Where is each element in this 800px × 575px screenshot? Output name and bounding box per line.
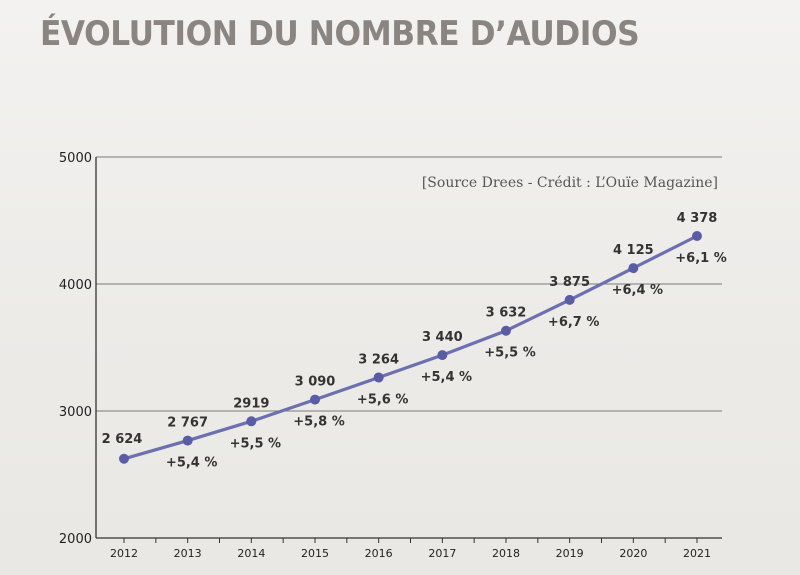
growth-label: +5,8 % — [293, 415, 344, 430]
series-line — [122, 234, 699, 461]
data-label: 3 264 — [358, 352, 399, 367]
x-tick-label: 2014 — [237, 547, 265, 560]
axes — [95, 157, 722, 543]
data-label: 2 767 — [167, 416, 208, 431]
x-tick-label: 2012 — [110, 547, 138, 560]
data-label: 4 378 — [677, 211, 718, 226]
x-tick-labels: 2012 2013 2014 2015 2016 2017 2018 2019 2020 2021 — [110, 547, 711, 560]
data-label: 3 875 — [549, 275, 590, 290]
data-point — [182, 435, 193, 446]
growth-label: +5,5 % — [230, 436, 281, 451]
growth-label: +5,4 % — [421, 370, 472, 385]
y-tick-labels: 2000 3000 4000 5000 — [59, 151, 92, 547]
y-tick-label: 3000 — [59, 405, 92, 420]
x-tick-label: 2020 — [619, 547, 647, 560]
growth-label: +5,5 % — [484, 346, 535, 361]
data-point — [373, 372, 384, 383]
growth-label: +6,4 % — [612, 283, 663, 298]
data-label: 2919 — [233, 396, 269, 411]
x-tick-label: 2019 — [556, 547, 584, 560]
growth-label: +5,4 % — [166, 456, 217, 471]
x-tick-label: 2017 — [428, 547, 456, 560]
grid-lines — [96, 156, 722, 412]
data-points — [119, 230, 702, 464]
data-label: 4 125 — [613, 243, 654, 258]
series-line-path — [122, 234, 699, 461]
x-tick-label: 2016 — [365, 547, 393, 560]
data-point — [437, 350, 448, 361]
data-label: 2 624 — [102, 432, 143, 447]
growth-label: +6,1 % — [675, 251, 726, 266]
y-tick-label: 2000 — [59, 532, 92, 547]
data-labels: 2 624 2 767 +5,4 % 2919 +5,5 % 3 090 +5,8 % 3 2… — [102, 211, 727, 471]
growth-label: +6,7 % — [548, 315, 599, 330]
data-point — [628, 263, 639, 274]
data-point — [692, 230, 702, 241]
x-tick-label: 2021 — [683, 547, 711, 560]
data-point — [501, 325, 511, 336]
growth-label: +5,6 % — [357, 392, 408, 407]
data-label: 3 632 — [486, 306, 527, 321]
x-tick-label: 2018 — [492, 547, 520, 560]
x-tick-label: 2015 — [301, 547, 329, 560]
data-point — [246, 416, 257, 427]
x-tick-label: 2013 — [174, 547, 202, 560]
y-tick-label: 5000 — [59, 151, 92, 166]
data-point — [564, 294, 575, 305]
data-point — [119, 453, 129, 464]
chart-title: ÉVOLUTION DU NOMBRE D’AUDIOS — [40, 14, 640, 54]
source-credit: [Source Drees - Crédit : L’Ouïe Magazine… — [422, 175, 718, 191]
y-tick-label: 4000 — [59, 278, 92, 293]
data-label: 3 440 — [422, 330, 463, 345]
data-label: 3 090 — [295, 375, 336, 390]
data-point — [310, 394, 320, 405]
